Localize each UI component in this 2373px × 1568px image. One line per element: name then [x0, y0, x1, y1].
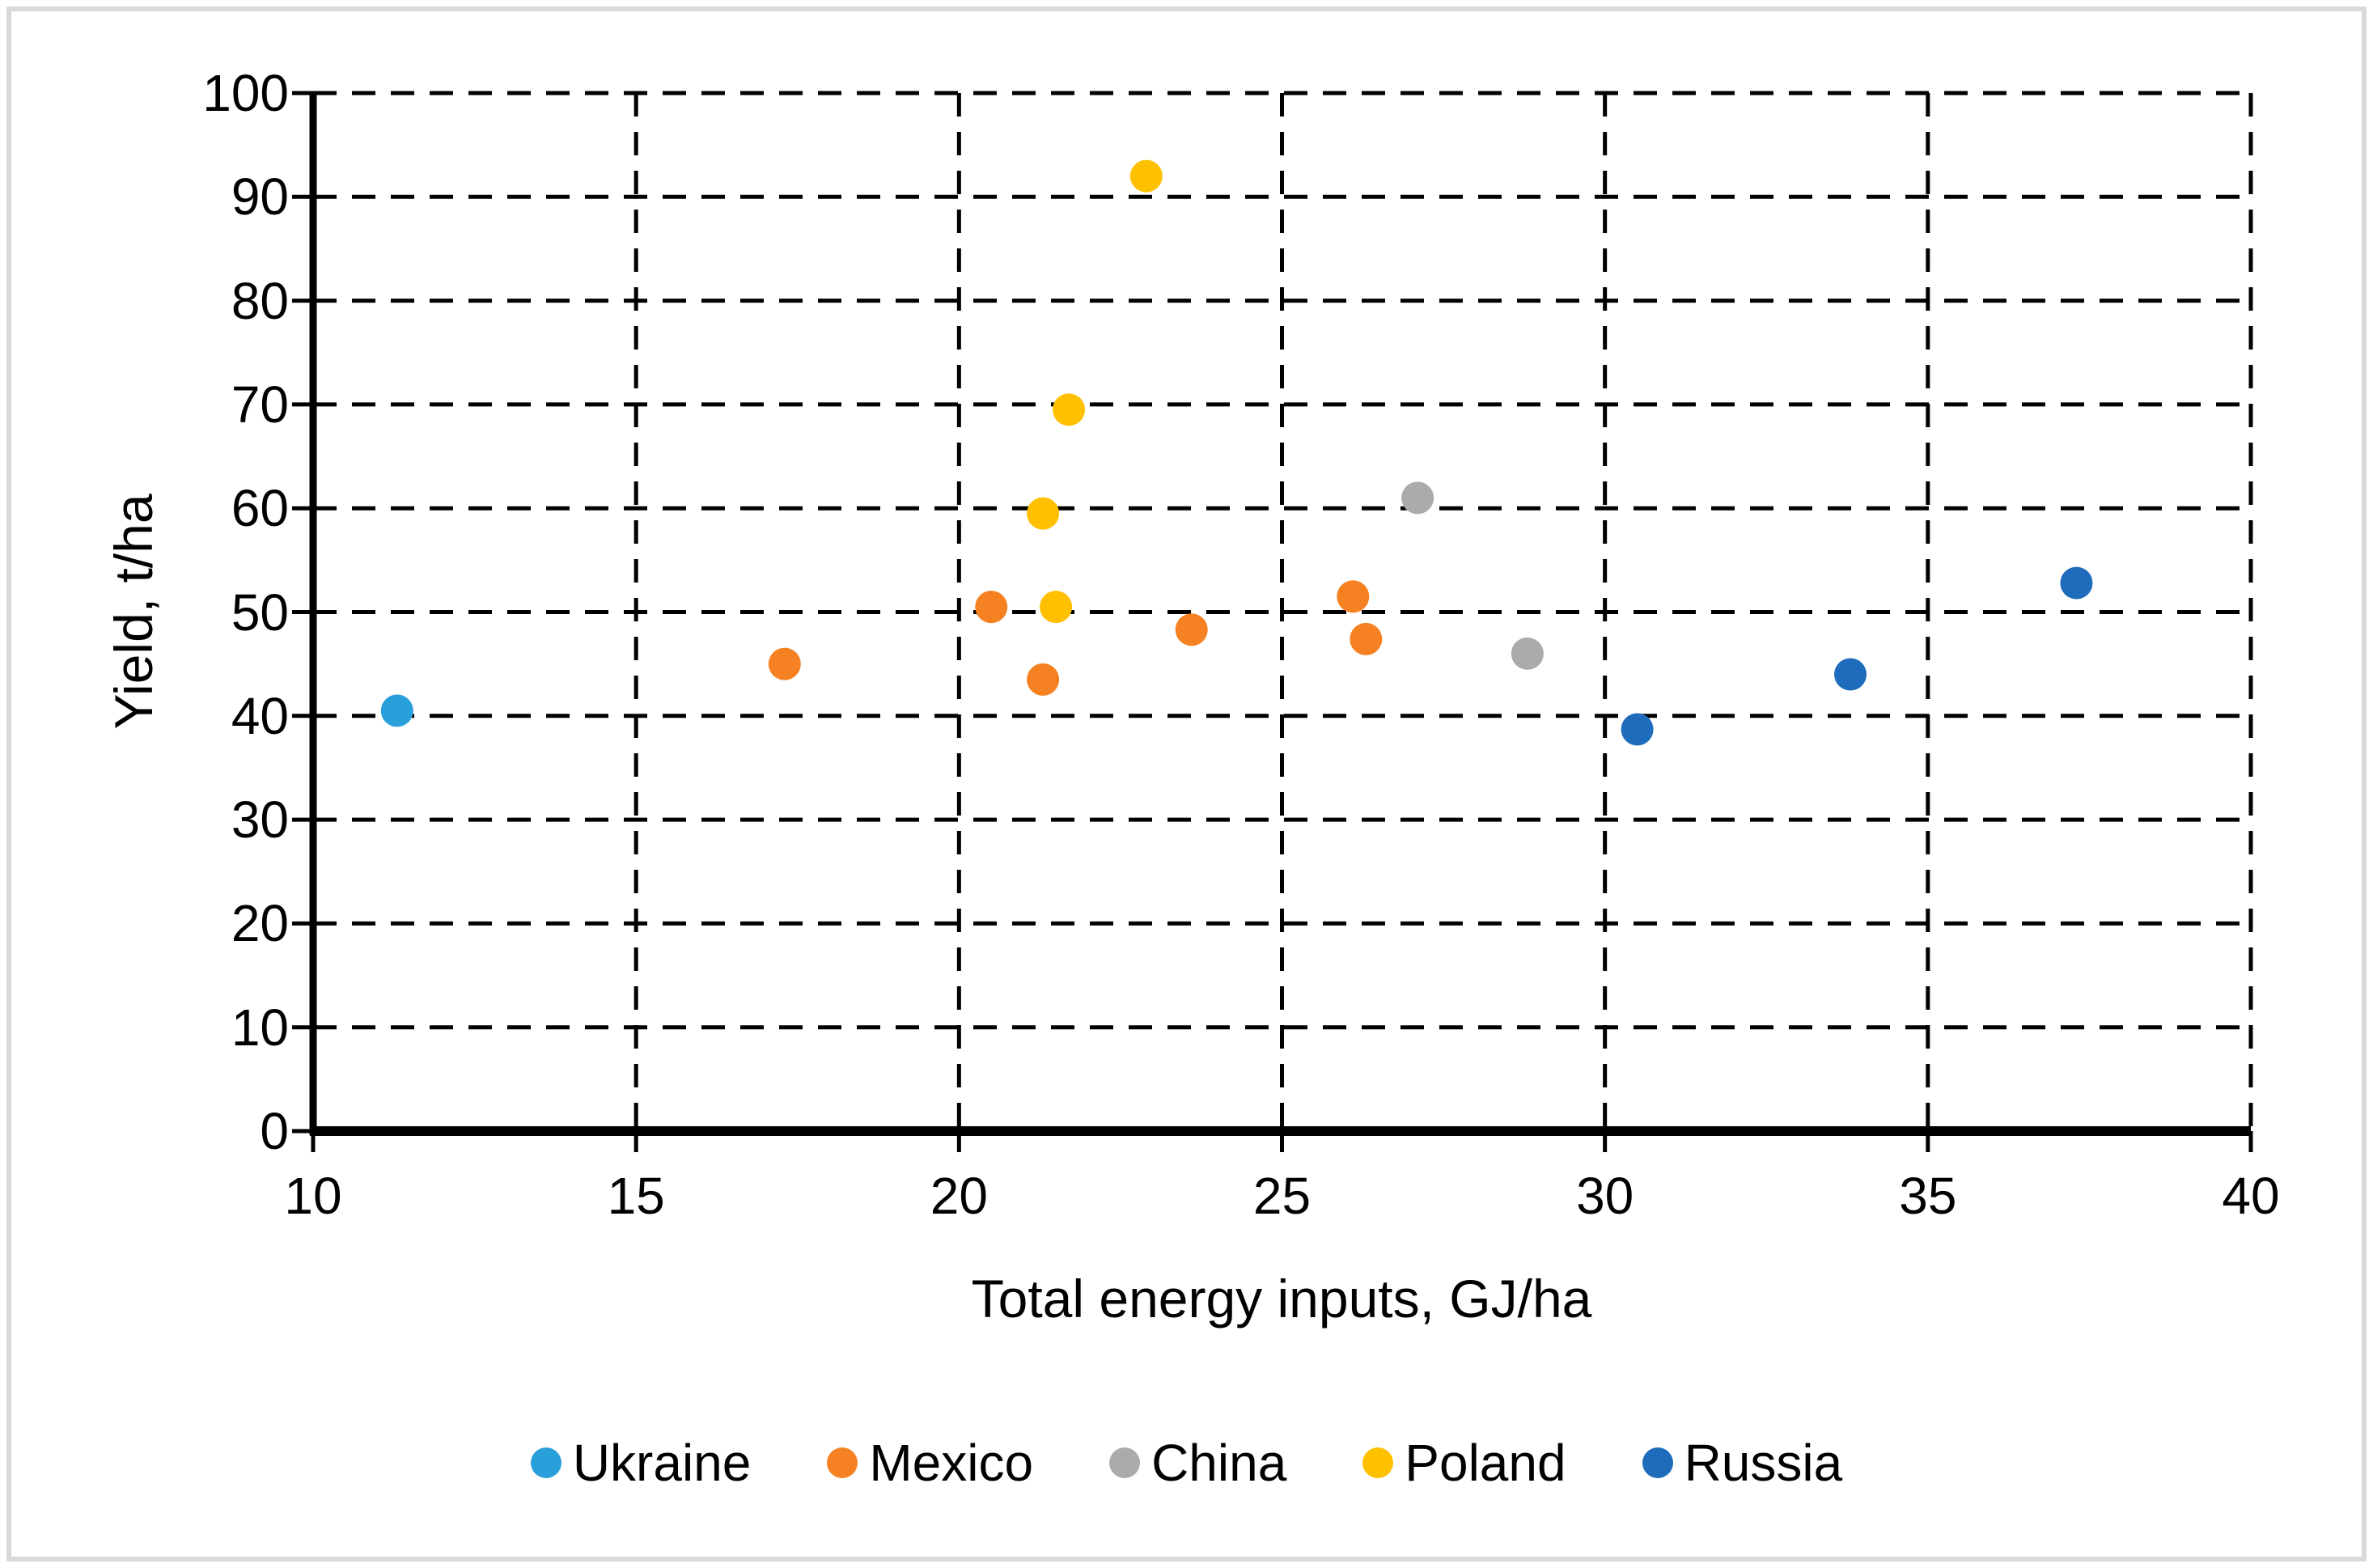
figure-border: [6, 6, 2367, 1562]
x-tick-label: 30: [1576, 1167, 1634, 1225]
legend-label: China: [1151, 1434, 1287, 1492]
legend-label: Russia: [1684, 1434, 1843, 1492]
point-mexico: [768, 647, 801, 680]
point-china: [1511, 637, 1544, 670]
y-tick-label: 70: [231, 375, 289, 434]
x-tick-label: 15: [607, 1167, 665, 1225]
point-poland: [1053, 393, 1086, 426]
legend-item-poland: Poland: [1362, 1437, 1566, 1489]
legend-marker-ukraine: [530, 1447, 561, 1478]
legend-item-ukraine: Ukraine: [530, 1434, 752, 1492]
y-tick-label: 50: [231, 583, 289, 642]
point-mexico: [1027, 663, 1060, 696]
y-tick-label: 80: [231, 271, 289, 330]
legend-label: Mexico: [869, 1434, 1034, 1492]
legend-marker-china: [1109, 1447, 1141, 1478]
y-tick-label: 100: [202, 64, 289, 122]
point-ukraine: [380, 694, 413, 727]
y-tick-label: 10: [231, 998, 289, 1057]
point-poland: [1129, 159, 1163, 193]
legend-label: Poland: [1405, 1434, 1566, 1492]
y-axis-title: Yield, t/ha: [104, 494, 163, 730]
legend-item-russia: Russia: [1642, 1434, 1843, 1492]
legend-item-mexico: Mexico: [827, 1437, 1033, 1489]
point-mexico: [1175, 613, 1208, 646]
x-tick-label: 20: [930, 1167, 988, 1225]
legend-marker-poland: [1362, 1447, 1394, 1478]
point-russia: [2060, 566, 2093, 600]
point-mexico: [975, 591, 1008, 624]
x-tick-label: 35: [1899, 1167, 1957, 1225]
point-russia: [1621, 713, 1654, 746]
point-mexico: [1350, 622, 1383, 655]
point-poland: [1040, 591, 1073, 624]
legend-item-china: China: [1109, 1437, 1286, 1489]
y-tick-label: 60: [231, 479, 289, 538]
x-tick-label: 25: [1252, 1167, 1312, 1225]
legend: Ukraine Mexico China Poland Russia: [0, 1437, 2373, 1489]
point-mexico: [1337, 580, 1370, 613]
y-tick-label: 90: [231, 167, 289, 227]
point-russia: [1834, 658, 1867, 691]
y-tick-label: 30: [231, 790, 289, 850]
legend-label: Ukraine: [572, 1434, 752, 1492]
x-axis-title: Total energy inputs, GJ/ha: [971, 1269, 1592, 1329]
y-tick-label: 0: [260, 1102, 289, 1160]
x-tick-label: 10: [284, 1167, 342, 1225]
y-tick-label: 40: [231, 686, 289, 745]
point-china: [1401, 481, 1434, 515]
point-poland: [1027, 497, 1060, 530]
legend-marker-mexico: [827, 1447, 858, 1478]
legend-marker-russia: [1642, 1447, 1673, 1478]
x-tick-label: 40: [2222, 1167, 2280, 1225]
y-tick-label: 20: [231, 894, 289, 953]
